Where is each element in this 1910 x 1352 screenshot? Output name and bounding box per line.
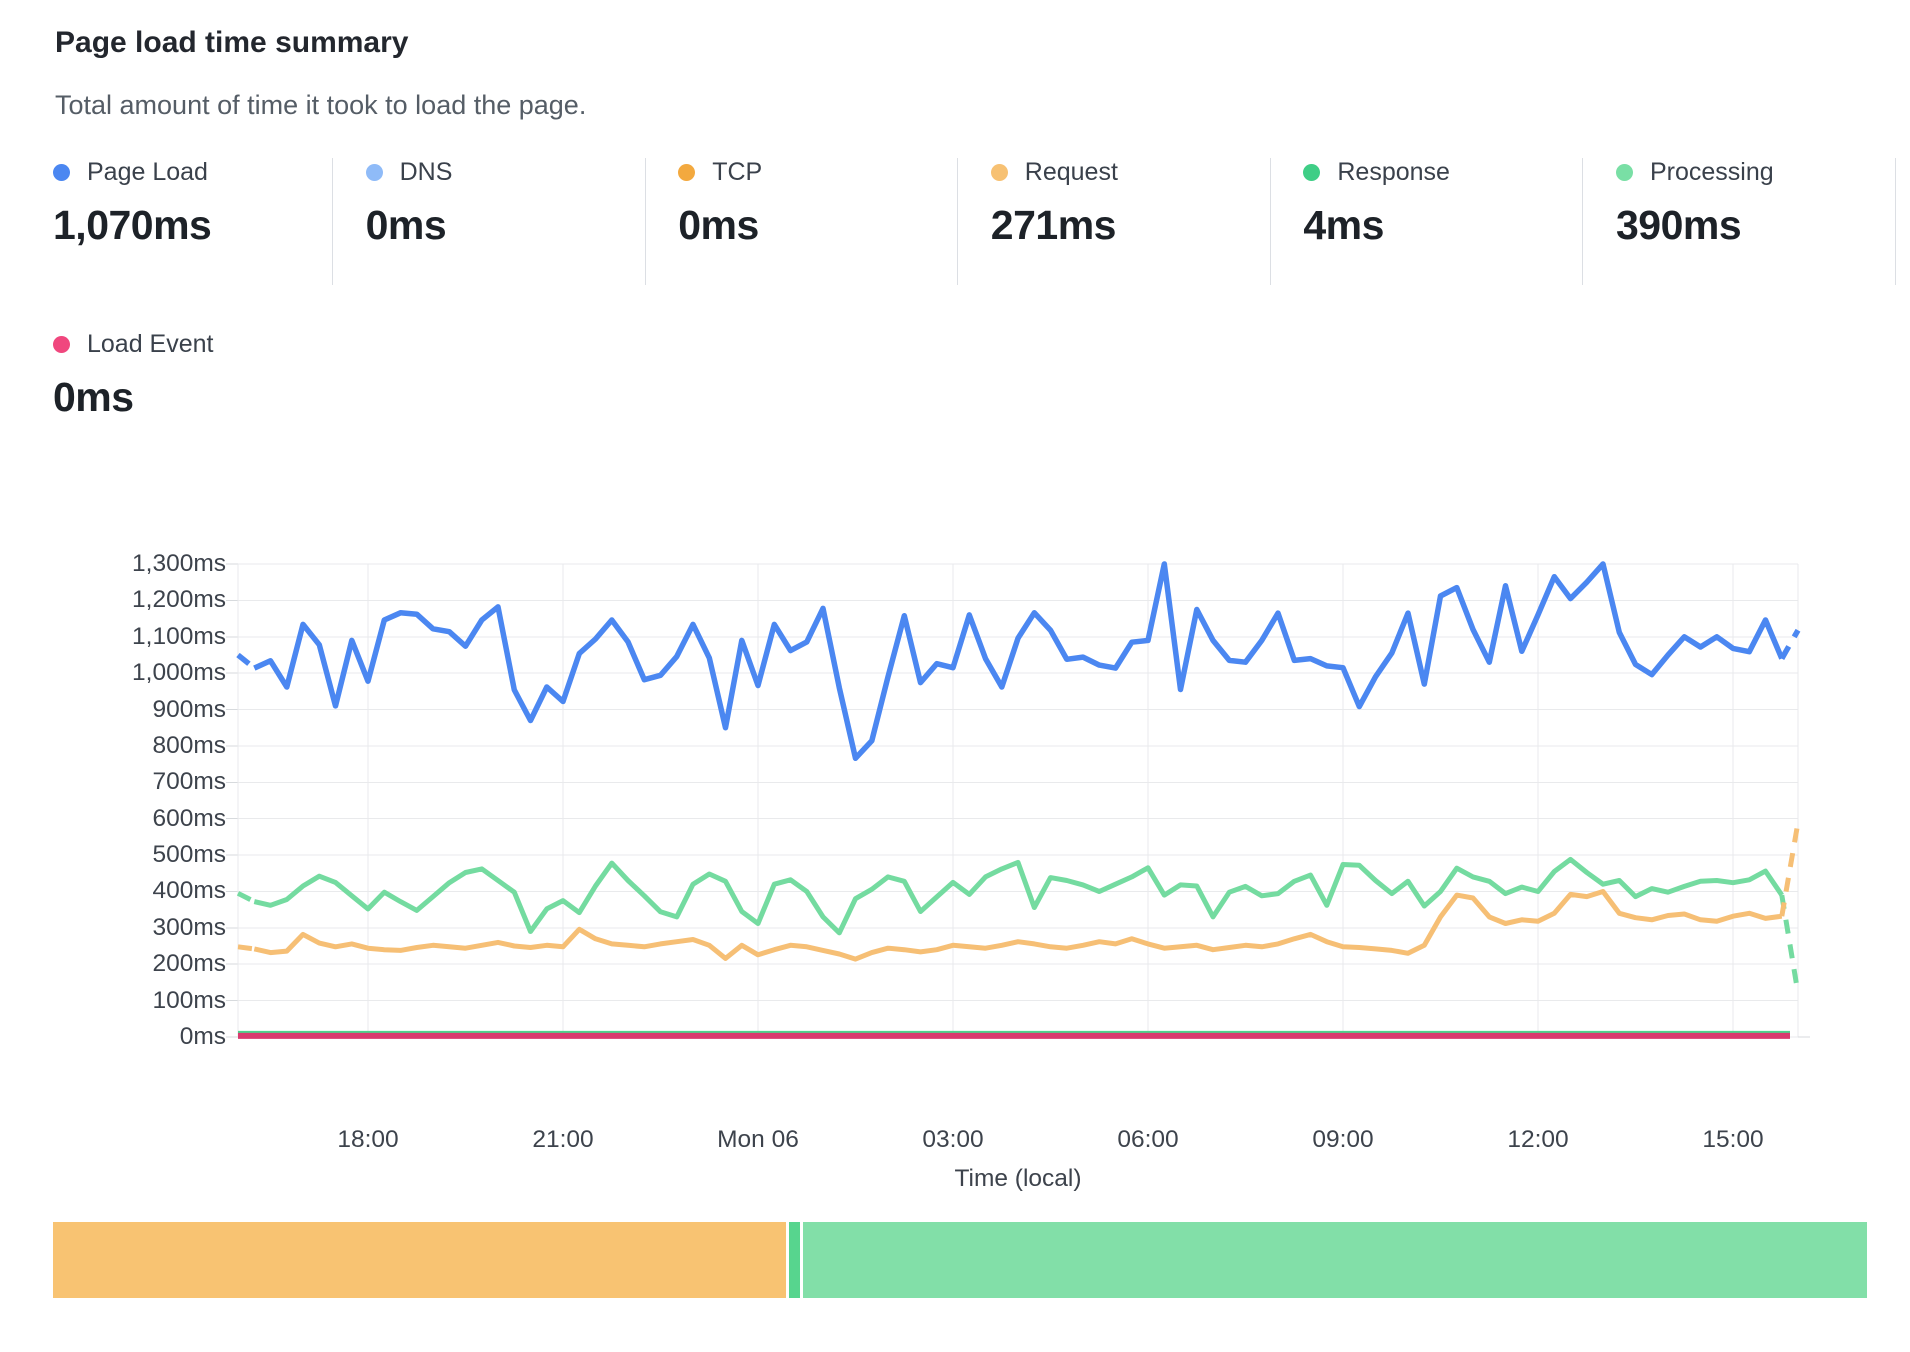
y-tick-label: 0ms: [179, 1023, 226, 1050]
stat-label: Load Event: [87, 330, 214, 358]
stat-value: 4ms: [1303, 202, 1384, 248]
timing-breakdown-bar: [53, 1222, 1868, 1298]
y-tick-label: 300ms: [152, 913, 226, 941]
y-tick-label: 1,300ms: [132, 550, 226, 577]
stat-load-event: Load Event 0ms: [44, 330, 214, 421]
stat-tcp: TCP 0ms: [669, 158, 982, 249]
y-tick-label: 1,000ms: [132, 659, 226, 687]
stat-value: 390ms: [1615, 202, 1742, 248]
stat-value: 0ms: [678, 202, 759, 248]
stat-value: 0ms: [365, 202, 447, 248]
y-tick-label: 1,100ms: [132, 622, 226, 650]
request-legend-dot-icon: [990, 164, 1008, 181]
x-tick-label: 03:00: [922, 1126, 984, 1153]
metrics-summary-row: Page Load 1,070ms DNS 0ms TCP 0ms Reques…: [44, 158, 1910, 249]
stat-label: Page Load: [87, 158, 208, 186]
column-divider: [645, 158, 646, 285]
stat-processing: Processing 390ms: [1607, 158, 1910, 249]
stat-label: Processing: [1649, 158, 1774, 186]
stat-label: Request: [1024, 158, 1118, 186]
stat-response: Response 4ms: [1294, 158, 1607, 249]
y-tick-label: 1,200ms: [132, 586, 226, 614]
x-tick-label: 15:00: [1702, 1126, 1764, 1153]
page-subtitle: Total amount of time it took to load the…: [55, 90, 587, 120]
page-title: Page load time summary: [55, 26, 409, 59]
load-event-legend-dot-icon: [53, 336, 70, 353]
bar-segment-request: [53, 1222, 787, 1298]
tcp-legend-dot-icon: [678, 164, 696, 181]
stat-value: 1,070ms: [53, 202, 212, 248]
x-axis-title: Time (local): [954, 1165, 1082, 1192]
dns-legend-dot-icon: [365, 164, 383, 181]
bar-segment-processing: [803, 1222, 1867, 1298]
bar-segment-response: [789, 1222, 801, 1298]
stat-page-load: Page Load 1,070ms: [44, 158, 357, 249]
x-tick-label: 12:00: [1507, 1126, 1569, 1153]
x-tick-label: Mon 06: [717, 1126, 799, 1153]
y-tick-label: 700ms: [152, 768, 226, 796]
column-divider: [332, 158, 333, 285]
page-load-legend-dot-icon: [53, 164, 70, 181]
column-divider: [957, 158, 958, 285]
y-tick-label: 400ms: [152, 877, 226, 905]
processing-legend-dot-icon: [1615, 164, 1633, 181]
y-tick-label: 900ms: [152, 695, 226, 723]
x-tick-label: 09:00: [1312, 1126, 1374, 1153]
stat-request: Request 271ms: [982, 158, 1295, 249]
stat-label: Response: [1337, 158, 1450, 186]
stat-value: 0ms: [53, 374, 134, 420]
x-tick-label: 21:00: [532, 1126, 594, 1153]
stat-dns: DNS 0ms: [357, 158, 670, 249]
response-legend-dot-icon: [1303, 164, 1321, 181]
y-tick-label: 600ms: [152, 804, 226, 832]
y-tick-label: 100ms: [152, 986, 226, 1014]
column-divider: [1270, 158, 1271, 285]
stat-label: TCP: [712, 158, 763, 186]
y-tick-label: 200ms: [152, 950, 226, 978]
stat-value: 271ms: [990, 202, 1117, 248]
column-divider: [1895, 158, 1896, 285]
x-tick-label: 06:00: [1117, 1126, 1179, 1153]
x-tick-label: 18:00: [337, 1126, 399, 1153]
y-tick-label: 500ms: [152, 841, 226, 869]
column-divider: [1582, 158, 1583, 285]
stat-label: DNS: [399, 158, 453, 186]
y-tick-label: 800ms: [152, 731, 226, 759]
